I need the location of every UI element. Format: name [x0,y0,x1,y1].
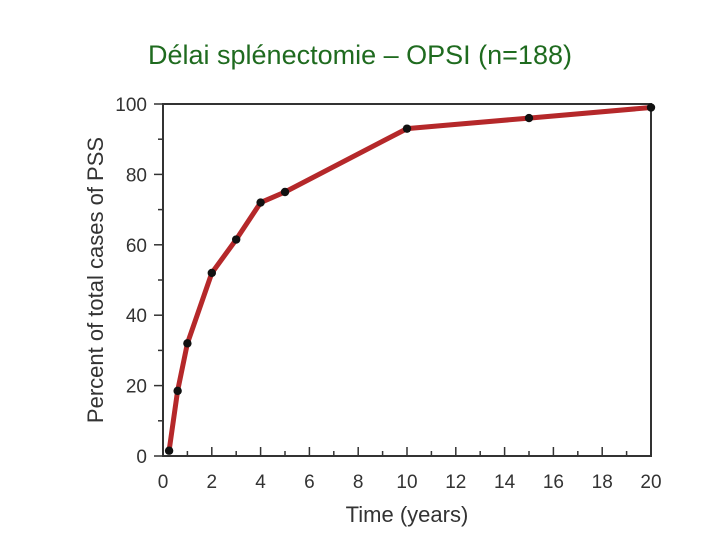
x-tick-label: 4 [255,472,266,493]
y-tick-label: 0 [136,447,147,468]
x-tick-label: 20 [640,472,661,493]
x-tick-label: 14 [494,472,516,493]
data-point [280,187,290,197]
slide-title: Délai splénectomie – OPSI (n=188) [148,40,572,70]
data-point [524,113,534,123]
x-axis-title: Time (years) [346,502,469,527]
data-point [402,124,412,133]
data-point [207,268,216,278]
y-tick-label: 80 [126,165,147,186]
tick-labels-group: 0 2 4 6 8 10 12 14 16 18 20 0 20 40 60 80 100 [115,95,661,493]
x-tick-label: 12 [445,472,466,493]
x-tick-label: 0 [158,472,169,493]
y-tick-label: 60 [126,236,147,257]
series-line [166,105,654,454]
data-point [173,386,182,396]
data-point [646,103,656,112]
y-tick-label: 20 [126,377,147,398]
y-tick-label: 100 [115,95,147,116]
series-group [164,103,656,455]
y-tick-label: 40 [126,306,147,327]
x-tick-label: 2 [207,472,218,493]
x-tick-label: 6 [304,472,315,493]
x-tick-label: 8 [353,472,364,493]
x-tick-label: 18 [592,472,613,493]
tick-marks-group [154,103,652,457]
y-axis-title: Percent of total cases of PSS [83,137,108,423]
plot-frame-group [162,103,652,457]
data-point [183,339,192,348]
plot-frame [162,103,652,457]
data-point [164,446,174,455]
x-tick-label: 10 [396,472,417,493]
data-point [232,235,241,244]
data-point [256,198,265,207]
x-tick-label: 16 [543,472,564,493]
